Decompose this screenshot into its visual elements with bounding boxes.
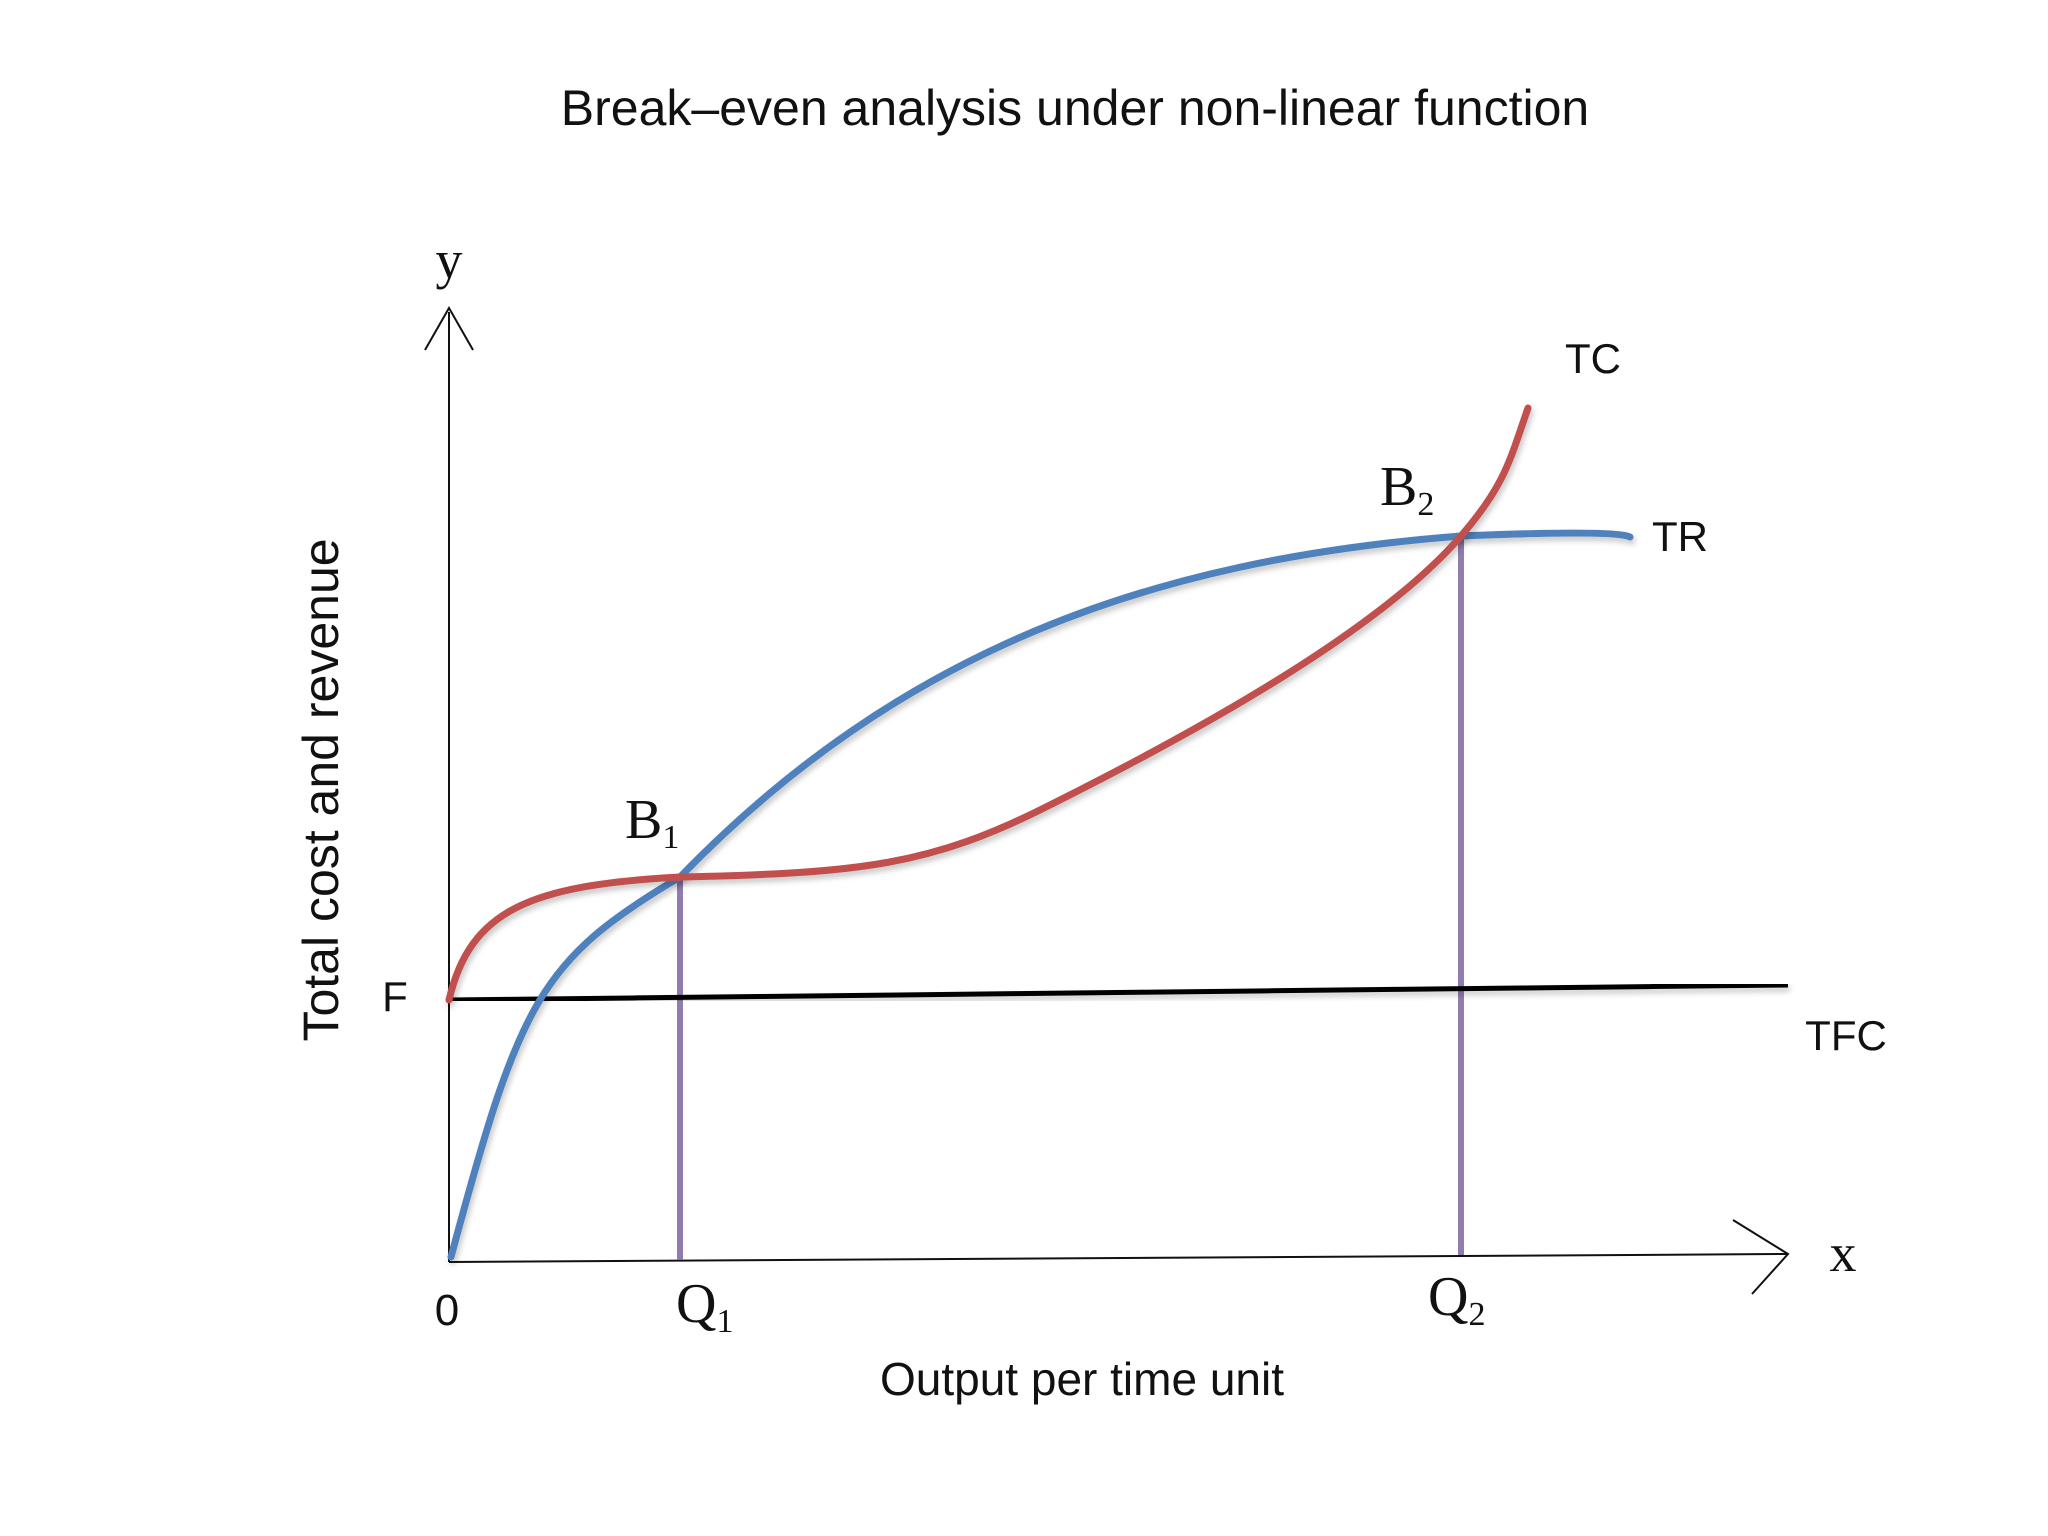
series-line-tfc — [448, 982, 1789, 1003]
x-axis-label: Output per time unit — [880, 1353, 1284, 1405]
b2-sub: 2 — [1417, 486, 1434, 523]
series-line-tr — [447, 529, 1634, 1261]
q2-main: Q — [1428, 1266, 1468, 1328]
y-axis-symbol: y — [436, 230, 463, 290]
quantity-label-q2: Q2 — [1428, 1266, 1485, 1333]
y-axis-label: Total cost and revenue — [293, 538, 349, 1041]
x-axis-symbol: x — [1830, 1223, 1857, 1283]
x-axis-line — [448, 1253, 1789, 1263]
axes — [424, 305, 1790, 1295]
q1-main: Q — [676, 1273, 716, 1335]
series-label-tr: TR — [1652, 513, 1708, 560]
series-label-tfc: TFC — [1805, 1012, 1887, 1059]
y-axis-arrow — [424, 305, 474, 351]
fixed-cost-label: F — [382, 973, 408, 1020]
break-even-label-b2: B2 — [1380, 456, 1434, 523]
break-even-label-b1: B1 — [625, 789, 679, 856]
b1-sub: 1 — [662, 819, 679, 856]
q1-sub: 1 — [716, 1303, 733, 1340]
q2-sub: 2 — [1468, 1296, 1485, 1333]
x-axis-arrow — [1732, 1219, 1790, 1295]
origin-label: 0 — [435, 1286, 459, 1335]
b2-main: B — [1380, 456, 1417, 518]
b1-main: B — [625, 789, 662, 851]
quantity-label-q1: Q1 — [676, 1273, 733, 1340]
chart-title: Break–even analysis under non-linear fun… — [561, 80, 1589, 136]
series-label-tc: TC — [1565, 335, 1621, 382]
series-line-tc — [445, 404, 1532, 1004]
